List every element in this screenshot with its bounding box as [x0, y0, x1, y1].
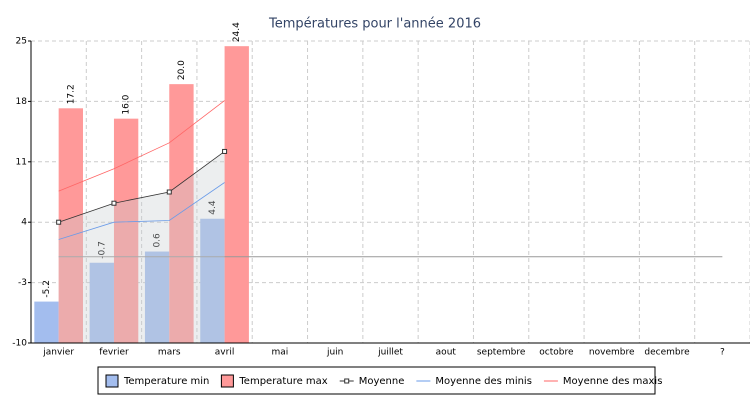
- bar: [58, 108, 83, 343]
- x-tick-label: ?: [720, 348, 725, 358]
- y-tick-label: -10: [12, 339, 27, 349]
- x-tick-label: avril: [215, 348, 235, 358]
- marker: [166, 189, 172, 195]
- marker: [222, 148, 228, 154]
- y-tick-label: -3: [18, 278, 27, 288]
- chart-title: Températures pour l'année 2016: [268, 17, 481, 32]
- marker: [111, 200, 117, 206]
- legend-label: Moyenne des minis: [435, 376, 532, 387]
- y-tick-label: 25: [16, 37, 27, 47]
- data-label: 17.2: [66, 84, 76, 104]
- x-tick-label: novembre: [589, 348, 635, 358]
- legend-label: Moyenne des maxis: [563, 376, 663, 387]
- x-tick-label: juillet: [377, 348, 403, 358]
- bar: [113, 118, 139, 344]
- x-tick-label: aout: [436, 348, 457, 358]
- y-tick-label: 18: [16, 97, 28, 107]
- legend-label: Moyenne: [359, 376, 405, 387]
- y-tick-label: 11: [16, 157, 27, 167]
- legend-swatch: [105, 374, 119, 388]
- legend-swatch: [220, 374, 234, 388]
- y-tick-label: 4: [21, 218, 27, 228]
- data-label: 16.0: [122, 94, 132, 114]
- data-label: 20.0: [177, 60, 187, 80]
- line: [58, 182, 225, 240]
- x-tick-label: mai: [271, 348, 288, 358]
- line: [58, 100, 225, 192]
- legend-label: Temperature max: [238, 376, 327, 387]
- x-tick-label: septembre: [477, 348, 526, 358]
- data-label: -0.7: [97, 241, 107, 259]
- x-tick-label: juin: [326, 348, 343, 358]
- area: [58, 151, 225, 343]
- data-label: 4.4: [208, 200, 218, 215]
- bar: [144, 251, 170, 343]
- x-tick-label: mars: [158, 348, 181, 358]
- data-label: 24.4: [232, 22, 242, 42]
- x-tick-label: janvier: [42, 348, 74, 358]
- legend-label: Temperature min: [123, 376, 209, 387]
- x-tick-label: fevrier: [99, 348, 129, 358]
- bar: [89, 262, 114, 343]
- marker: [56, 219, 62, 225]
- data-label: 0.6: [153, 233, 163, 248]
- bar: [200, 218, 225, 343]
- legend-box: [97, 366, 656, 395]
- bar: [34, 301, 59, 343]
- x-tick-label: decembre: [644, 348, 690, 358]
- line: [58, 151, 225, 223]
- bar: [224, 46, 249, 343]
- x-tick-label: octobre: [539, 348, 574, 358]
- legend-marker: [344, 378, 350, 384]
- data-label: -5.2: [42, 280, 52, 298]
